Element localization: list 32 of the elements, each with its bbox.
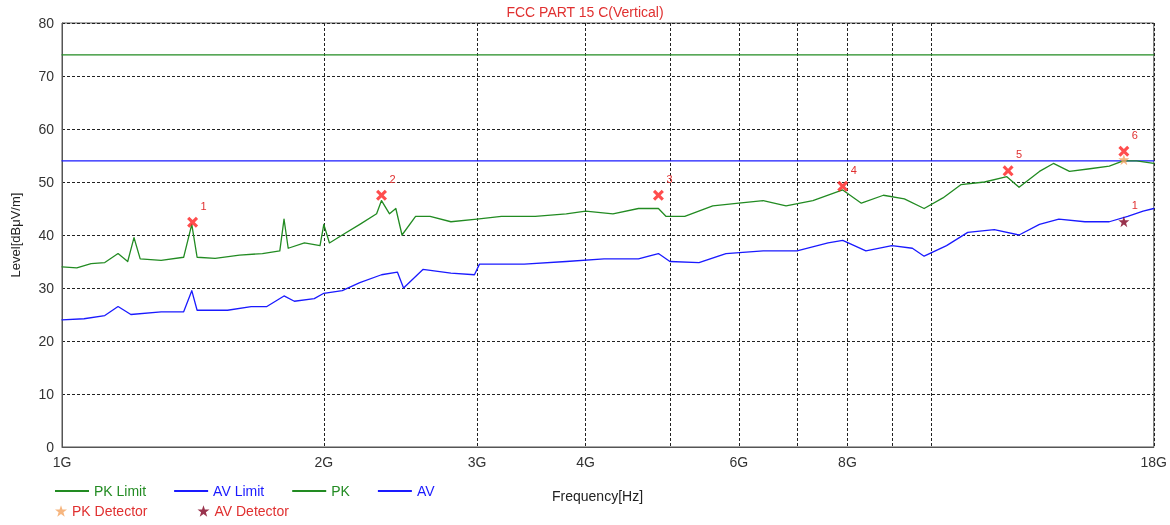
y-tick-label: 20 [38,333,55,349]
chart-title: FCC PART 15 C(Vertical) [506,4,664,20]
y-tick-label: 0 [46,439,55,455]
annotation: 4 [850,163,857,176]
annotation: 6 [1131,128,1138,141]
x-tick-label: 6G [729,454,749,470]
y-tick-label: 60 [38,121,55,137]
y-tick-label: 50 [38,174,55,190]
annotation: 2 [389,172,396,185]
annotation: 5 [1016,148,1023,161]
x-tick-label: 2G [314,454,334,470]
x-tick-label: 4G [576,454,595,470]
legend-label: AV [416,483,436,499]
legend-label: PK Detector [72,503,148,519]
x-tick-label: 8G [838,454,857,470]
y-axis-title: Level[dBμV/m] [8,192,23,278]
y-tick-label: 40 [38,227,55,243]
annotation: 1 [200,199,207,212]
y-tick-label: 80 [38,15,55,31]
x-tick-label: 1G [52,454,72,470]
annotation: 3 [666,172,673,185]
legend-label: PK [331,483,351,499]
legend-label: AV Limit [213,483,265,499]
y-tick-label: 30 [38,280,55,296]
x-axis-title: Frequency[Hz] [552,488,644,504]
x-tick-label: 18G [1140,454,1167,470]
y-tick-label: 10 [38,386,55,402]
legend-label: PK Limit [94,483,147,499]
x-tick-label: 3G [467,454,487,470]
annotation: 1 [1131,199,1138,212]
legend-label: AV Detector [214,503,290,519]
y-tick-label: 70 [38,68,55,84]
